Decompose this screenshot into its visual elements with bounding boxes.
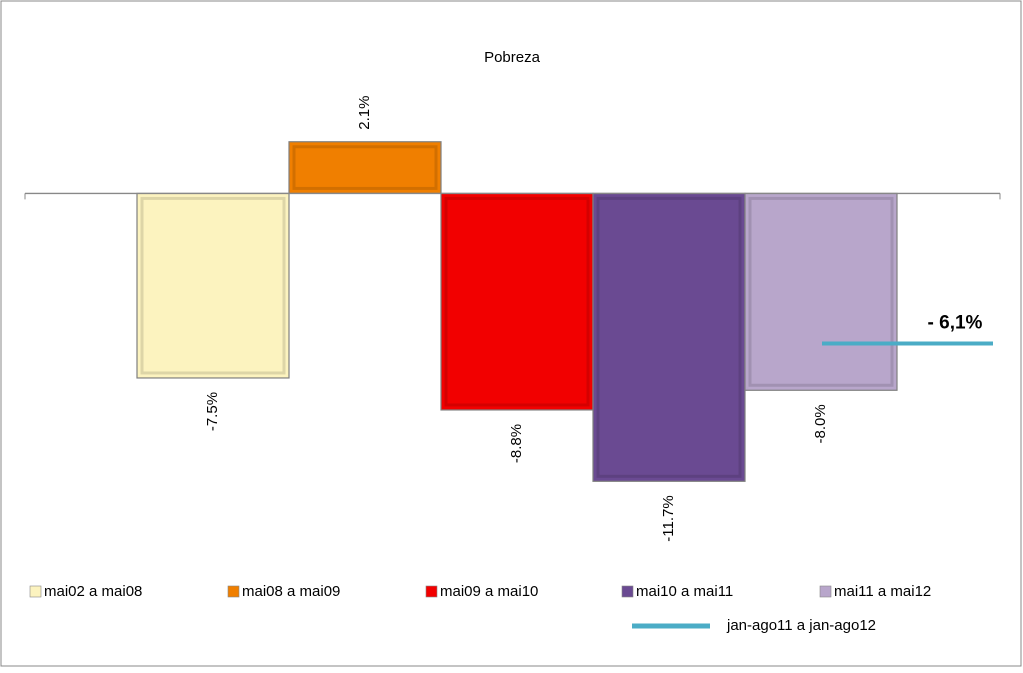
bar — [136, 192, 290, 379]
bar-shade — [292, 145, 438, 190]
bar — [440, 192, 594, 411]
value-label: -8.8% — [508, 424, 525, 463]
bar-shade — [748, 196, 894, 387]
bar-shade — [140, 196, 286, 375]
legend-label: mai11 a mai12 — [834, 583, 931, 600]
bar — [592, 192, 746, 482]
legend-swatch — [819, 585, 832, 598]
chart-title: Pobreza — [484, 49, 541, 66]
legend-label: mai09 a mai10 — [440, 583, 538, 600]
legend-swatch — [227, 585, 240, 598]
legend-label: mai08 a mai09 — [242, 583, 340, 600]
legend-label: jan-ago11 a jan-ago12 — [726, 617, 876, 634]
bar — [744, 192, 898, 391]
line-label: - 6,1% — [928, 313, 983, 334]
bar-shade — [444, 196, 590, 407]
value-label: -11.7% — [660, 495, 677, 541]
legend-label: mai10 a mai11 — [636, 583, 733, 600]
bar — [288, 141, 442, 195]
legend-label: mai02 a mai08 — [44, 583, 142, 600]
legend-swatch — [425, 585, 438, 598]
value-label: 2.1% — [356, 96, 373, 130]
value-label: -7.5% — [204, 392, 221, 431]
value-label: -8.0% — [812, 404, 829, 443]
legend-swatch — [29, 585, 42, 598]
legend-swatch — [621, 585, 634, 598]
bar-shade — [596, 196, 742, 478]
